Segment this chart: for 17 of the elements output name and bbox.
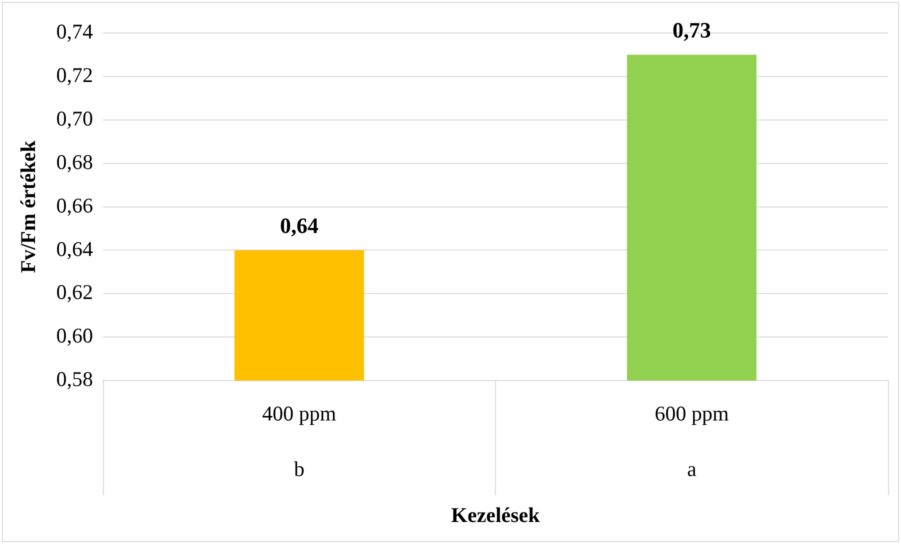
x-tick-label: 400 ppm (262, 402, 336, 426)
text: b (294, 457, 304, 482)
data-label: 0,73 (672, 17, 711, 42)
y-tick-label: 0,64 (56, 236, 94, 261)
y-tick-label: 0,68 (56, 150, 93, 174)
x-axis-title: Kezelések (451, 502, 540, 527)
data-label: 0,64 (280, 212, 318, 238)
y-axis-title: Fv/Fm értékek (16, 140, 40, 273)
y-tick-label: 0,60 (56, 324, 93, 348)
y-tick-label: 0,58 (56, 367, 93, 392)
y-tick-label: 0,72 (56, 62, 93, 87)
y-tick-label: 0,62 (56, 280, 93, 304)
y-tick-label: 0,70 (56, 106, 93, 130)
text: a (687, 457, 698, 482)
y-tick-label: 0,74 (56, 20, 94, 44)
x-tick-label: 600 ppm (654, 402, 729, 426)
y-tick-label: 0,66 (56, 193, 93, 218)
